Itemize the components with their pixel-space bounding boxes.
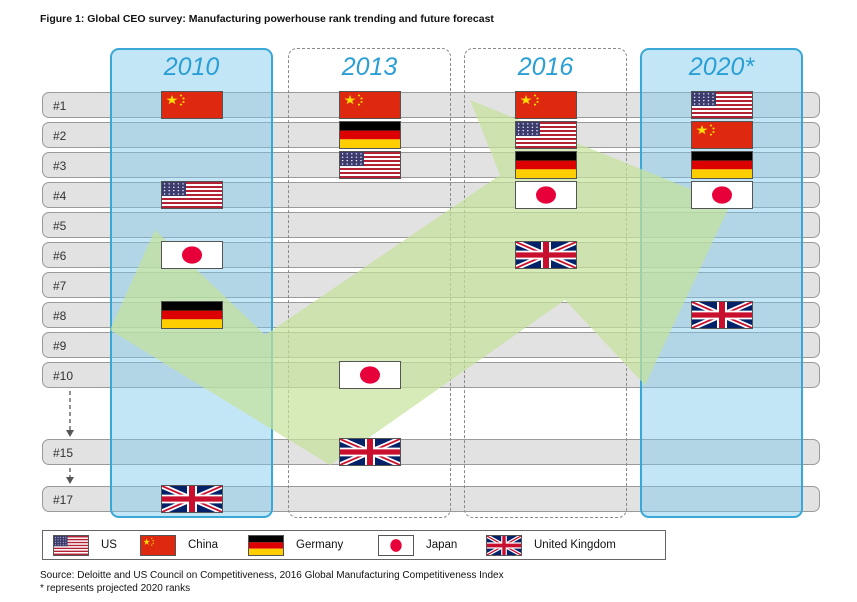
japan-flag-icon: [378, 535, 414, 556]
rank-label: #4: [53, 189, 67, 203]
germany-flag-mark: [691, 151, 753, 179]
japan-flag-mark: [515, 181, 577, 209]
us-flag-mark: [339, 151, 401, 179]
us-flag-mark: [161, 181, 223, 209]
rank-row: #3: [42, 152, 820, 178]
germany-flag-icon: [248, 535, 284, 556]
rank-label: #10: [53, 369, 74, 383]
united-kingdom-flag-mark: [161, 485, 223, 513]
us-flag-mark: [515, 121, 577, 149]
rank-label: #9: [53, 339, 67, 353]
japan-flag-mark: [339, 361, 401, 389]
source-note: Source: Deloitte and US Council on Compe…: [40, 570, 504, 581]
united-kingdom-flag-mark: [339, 438, 401, 466]
rank-label: #15: [53, 446, 74, 460]
rank-label: #5: [53, 219, 67, 233]
united-kingdom-flag-mark: [515, 241, 577, 269]
legend-label-china: China: [188, 539, 219, 551]
china-flag-mark: [691, 121, 753, 149]
legend-label-japan: Japan: [426, 539, 458, 551]
germany-flag-mark: [161, 301, 223, 329]
rank-label: #8: [53, 309, 67, 323]
legend: US China Germany Japan United Kingdom: [42, 530, 666, 560]
china-flag-mark: [161, 91, 223, 119]
year-header: 2020*: [688, 53, 755, 81]
united-kingdom-flag-mark: [691, 301, 753, 329]
china-flag-icon: [140, 535, 176, 556]
china-flag-mark: [339, 91, 401, 119]
rank-label: #1: [53, 99, 67, 113]
legend-label-germany: Germany: [296, 539, 344, 551]
footnote: * represents projected 2020 ranks: [40, 583, 191, 594]
china-flag-mark: [515, 91, 577, 119]
year-header: 2016: [517, 53, 574, 81]
legend-label-us: US: [101, 539, 117, 551]
us-flag-mark: [691, 91, 753, 119]
germany-flag-mark: [515, 151, 577, 179]
year-header: 2010: [163, 53, 220, 81]
year-header: 2013: [341, 53, 398, 81]
rank-label: #17: [53, 493, 74, 507]
rank-row: #2: [42, 122, 820, 148]
rank-label: #2: [53, 129, 67, 143]
uk-flag-icon: [486, 535, 522, 556]
rank-label: #3: [53, 159, 67, 173]
japan-flag-mark: [691, 181, 753, 209]
rank-label: #7: [53, 279, 67, 293]
japan-flag-mark: [161, 241, 223, 269]
rank-label: #6: [53, 249, 67, 263]
figure-title: Figure 1: Global CEO survey: Manufacturi…: [40, 13, 494, 25]
us-flag-icon: [53, 535, 89, 556]
rank-row: #15: [42, 439, 820, 465]
germany-flag-mark: [339, 121, 401, 149]
legend-label-uk: United Kingdom: [534, 539, 616, 551]
